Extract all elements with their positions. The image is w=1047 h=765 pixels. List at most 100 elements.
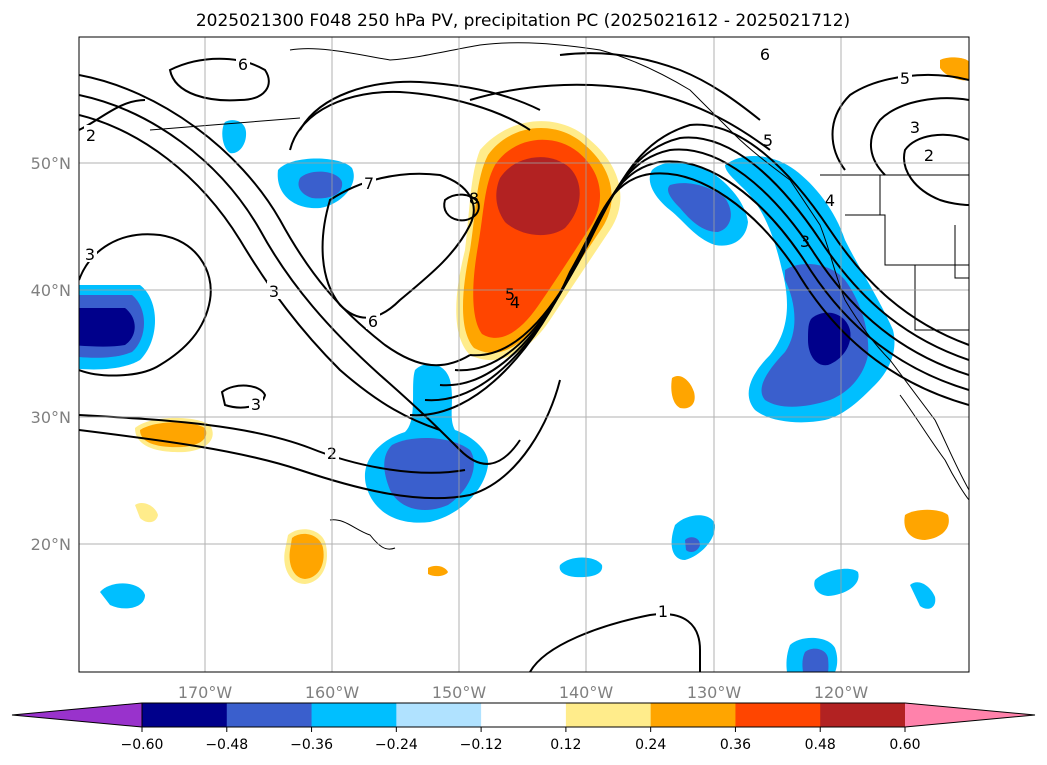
precip-positive-tiny-south [428, 565, 448, 577]
colorbar-bins [12, 703, 1035, 727]
contour-label: 3 [908, 117, 922, 137]
contour-label-text: 6 [760, 45, 770, 64]
us-state-line-4 [954, 225, 969, 279]
pv-contours [79, 52, 969, 672]
precip-negative-west-small [100, 583, 145, 609]
contour-label-text: 2 [924, 146, 934, 165]
contour-label: 3 [267, 281, 281, 301]
colorbar-tick-label: 0.48 [805, 737, 836, 753]
colorbar-tick-label: 0.24 [635, 737, 666, 753]
colorbar-tick-label: −0.36 [290, 737, 333, 753]
colorbar-extend-min [12, 703, 142, 727]
contour-label-bg [922, 145, 936, 163]
pv-contour-subtropical [79, 379, 561, 500]
lon-tick-label: 130°W [687, 683, 742, 702]
precip-positive-hawaii [289, 533, 324, 579]
contour-label: 4 [825, 191, 835, 210]
colorbar-tick-label: −0.24 [375, 737, 418, 753]
pv-contour-north-loop-2 [289, 90, 531, 151]
contour-label-text: 3 [269, 282, 279, 301]
coastlines [149, 42, 969, 550]
colorbar-tick-label: 0.36 [720, 737, 751, 753]
contour-label-bg [908, 117, 922, 135]
pv-contour-north-loop [299, 80, 541, 131]
colorbar-bin [396, 703, 482, 727]
colorbar-bin [650, 703, 736, 727]
precip-negative-north-small [222, 120, 247, 154]
map-content: 6 7 8 5 4 6 [79, 37, 969, 672]
contour-label-bg [656, 601, 670, 619]
contour-label: 5 [898, 68, 912, 88]
lon-tick-label: 150°W [432, 683, 487, 702]
contour-label-text: 4 [825, 191, 835, 210]
latitude-ticks: 50°N 40°N 30°N 20°N [31, 154, 71, 554]
pv-contour-ridge-3 [439, 148, 969, 387]
precip-negative-tropics-1-core [685, 537, 700, 553]
contour-label-bg [249, 394, 263, 412]
pv-contour-trough-outer [79, 94, 521, 465]
colorbar-extend-max [905, 703, 1035, 727]
contour-label: 3 [800, 232, 810, 251]
pv-contour-alaska-2 [469, 83, 771, 151]
precip-positive-ne-corner [940, 57, 969, 81]
contour-label-text: 3 [251, 395, 261, 414]
pv-contour-west-loop [79, 233, 212, 377]
pv-contour-trough-2 [79, 74, 471, 367]
contour-label: 5 [505, 285, 515, 304]
precip-positive-tiny-west [135, 503, 158, 523]
lat-tick-label: 40°N [31, 281, 71, 300]
precip-negative-nw-core [298, 171, 343, 199]
contour-label: 3 [83, 244, 97, 264]
precip-negative-tropics-3 [814, 568, 859, 596]
lon-tick-label: 140°W [559, 683, 614, 702]
colorbar-tick-label: −0.60 [121, 737, 164, 753]
contour-label: 6 [236, 54, 250, 74]
contour-labels: 6 7 8 5 4 6 [83, 44, 936, 621]
lon-tick-label: 160°W [305, 683, 360, 702]
pv-contour-east-high-3 [903, 133, 969, 206]
precip-negative-tropics-5-core [802, 648, 829, 672]
pv-contour-tropics-1 [529, 613, 701, 672]
pv-contour-ridge-4 [424, 160, 969, 402]
colorbar-tick-label: −0.12 [460, 737, 503, 753]
precip-negative-tropics-4 [910, 582, 936, 609]
pv-contour-east-high-2 [869, 97, 969, 176]
contour-label-text: 6 [368, 312, 378, 331]
map-frame [78, 36, 970, 673]
contour-label-bg [236, 54, 250, 72]
contour-label-text: 5 [505, 285, 515, 304]
contour-label-text: 4 [510, 293, 520, 312]
precip-positive-east-edge [904, 509, 949, 540]
contour-label-bg [758, 44, 772, 62]
map-panel: 6 7 8 5 4 6 [78, 36, 970, 673]
figure-title: 2025021300 F048 250 hPa PV, precipitatio… [196, 11, 850, 31]
colorbar: −0.60 −0.48 −0.36 −0.24 −0.12 0.12 0.24 0.36 0.4… [11, 702, 1036, 753]
precip-negative-central-medium [668, 183, 731, 232]
contour-label-text: 3 [800, 232, 810, 251]
baja-coast [899, 394, 969, 501]
contour-label: 2 [84, 125, 98, 145]
contour-label-bg [362, 173, 376, 191]
precip-shading [79, 57, 969, 672]
pv-contour-closed-3 [220, 384, 267, 409]
bc-coast [734, 134, 846, 301]
precip-negative-subtropical-medium [384, 438, 474, 510]
contour-label: 7 [362, 173, 376, 193]
gridlines [79, 37, 969, 672]
contour-label-text: 1 [658, 602, 668, 621]
hawaii-islands [329, 519, 396, 550]
contour-label-text: 2 [86, 126, 96, 145]
colorbar-ticks: −0.60 −0.48 −0.36 −0.24 −0.12 0.12 0.24 0.36 0.4… [121, 727, 921, 753]
lon-tick-label: 120°W [814, 683, 869, 702]
longitude-ticks: 170°W 160°W 150°W 140°W 130°W 120°W [178, 683, 869, 702]
contour-label: 2 [922, 145, 936, 165]
colorbar-bin [226, 703, 313, 727]
us-state-line-3 [914, 265, 969, 331]
lat-tick-label: 30°N [31, 408, 71, 427]
contour-label-bg [83, 244, 97, 262]
precip-negative-coast-strong [808, 312, 851, 366]
colorbar-bin [311, 703, 397, 727]
alaska-coast [289, 42, 736, 136]
pv-contour-closed-6 [168, 57, 270, 102]
